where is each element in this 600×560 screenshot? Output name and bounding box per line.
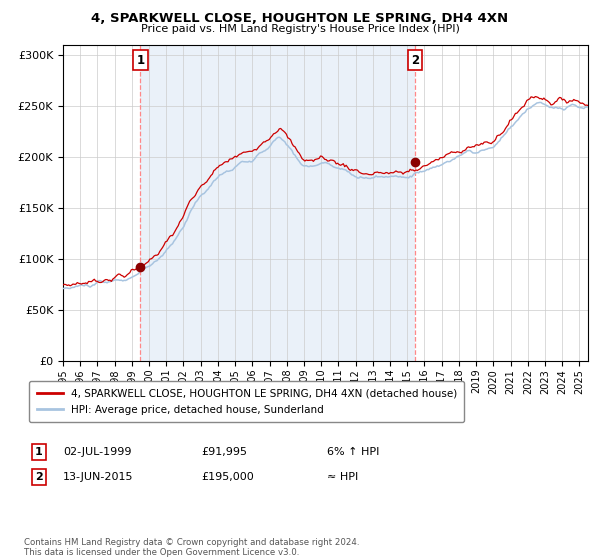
- Text: 13-JUN-2015: 13-JUN-2015: [63, 472, 133, 482]
- Legend: 4, SPARKWELL CLOSE, HOUGHTON LE SPRING, DH4 4XN (detached house), HPI: Average p: 4, SPARKWELL CLOSE, HOUGHTON LE SPRING, …: [29, 381, 464, 422]
- Text: 6% ↑ HPI: 6% ↑ HPI: [327, 447, 379, 457]
- Text: £91,995: £91,995: [201, 447, 247, 457]
- Text: Price paid vs. HM Land Registry's House Price Index (HPI): Price paid vs. HM Land Registry's House …: [140, 24, 460, 34]
- Text: ≈ HPI: ≈ HPI: [327, 472, 358, 482]
- Text: 2: 2: [35, 472, 43, 482]
- Text: 1: 1: [136, 54, 145, 67]
- Text: 4, SPARKWELL CLOSE, HOUGHTON LE SPRING, DH4 4XN: 4, SPARKWELL CLOSE, HOUGHTON LE SPRING, …: [91, 12, 509, 25]
- Text: 2: 2: [411, 54, 419, 67]
- Bar: [140, 45, 415, 361]
- Text: 02-JUL-1999: 02-JUL-1999: [63, 447, 131, 457]
- Text: 1: 1: [35, 447, 43, 457]
- Text: Contains HM Land Registry data © Crown copyright and database right 2024.
This d: Contains HM Land Registry data © Crown c…: [24, 538, 359, 557]
- Text: £195,000: £195,000: [201, 472, 254, 482]
